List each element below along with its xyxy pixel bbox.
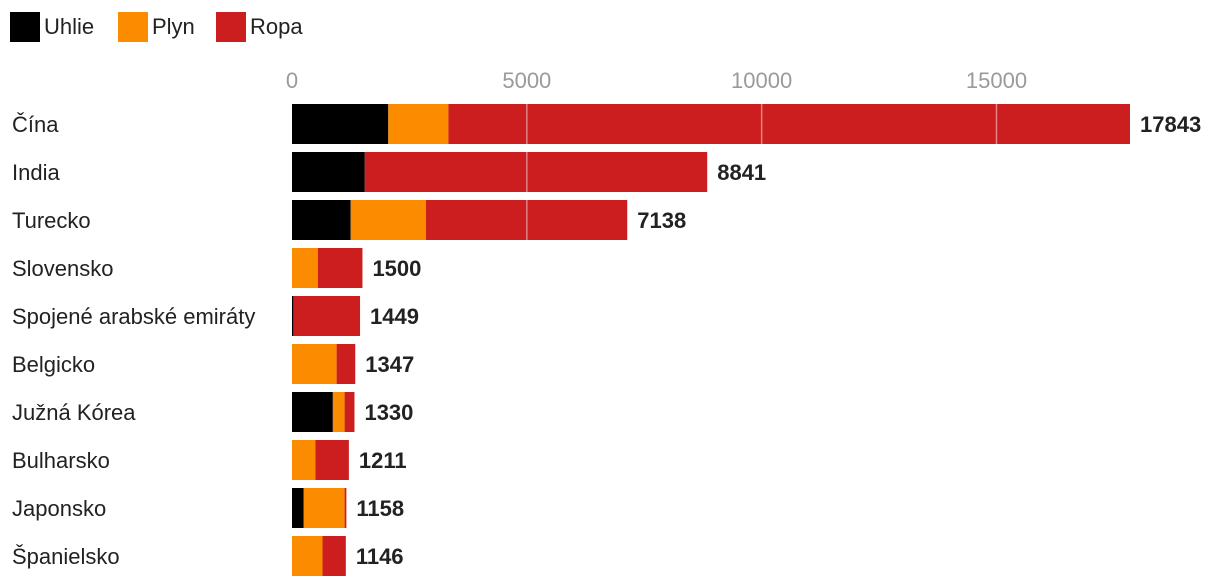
total-label-turecko: 7138 xyxy=(637,208,686,233)
bar-segment-ropa-india xyxy=(364,152,708,192)
x-tick-label: 10000 xyxy=(731,68,792,93)
bar-segment-uhlie-cina xyxy=(292,104,389,144)
category-label-spojene-arabske-emiraty: Spojené arabské emiráty xyxy=(12,304,255,329)
bar-segment-plyn-cina xyxy=(388,104,449,144)
bars xyxy=(292,104,1130,576)
x-axis-ticks: 0 5000 10000 15000 xyxy=(286,68,1027,93)
total-label-juzna-korea: 1330 xyxy=(364,400,413,425)
total-label-slovensko: 1500 xyxy=(372,256,421,281)
x-tick-label: 0 xyxy=(286,68,298,93)
total-label-spanielsko: 1146 xyxy=(356,544,404,569)
bar-segment-plyn-spanielsko xyxy=(292,536,323,576)
legend-swatch-uhlie xyxy=(10,12,40,42)
bar-segment-ropa-cina xyxy=(448,104,1130,144)
bar-segment-plyn-turecko xyxy=(350,200,426,240)
legend-swatch-plyn xyxy=(118,12,148,42)
category-label-turecko: Turecko xyxy=(12,208,91,233)
category-label-juzna-korea: Južná Kórea xyxy=(12,400,136,425)
bar-segment-ropa-bulharsko xyxy=(315,440,349,480)
bar-segment-plyn-bulharsko xyxy=(292,440,316,480)
total-label-india: 8841 xyxy=(717,160,766,185)
total-label-belgicko: 1347 xyxy=(365,352,414,377)
x-tick-label: 5000 xyxy=(502,68,551,93)
bar-segment-uhlie-india xyxy=(292,152,365,192)
category-label-belgicko: Belgicko xyxy=(12,352,95,377)
category-label-india: India xyxy=(12,160,60,185)
category-label-slovensko: Slovensko xyxy=(12,256,114,281)
legend-label-ropa: Ropa xyxy=(250,14,303,39)
gridlines xyxy=(526,104,998,576)
bar-segment-ropa-slovensko xyxy=(317,248,363,288)
legend: Uhlie Plyn Ropa xyxy=(10,12,303,42)
total-label-spojene-arabske-emiraty: 1449 xyxy=(370,304,419,329)
bar-segment-ropa-spanielsko xyxy=(322,536,346,576)
total-label-japonsko: 1158 xyxy=(356,496,404,521)
category-label-japonsko: Japonsko xyxy=(12,496,106,521)
category-label-bulharsko: Bulharsko xyxy=(12,448,110,473)
x-tick-label: 15000 xyxy=(966,68,1027,93)
bar-segment-ropa-turecko xyxy=(425,200,628,240)
bar-segment-plyn-juzna-korea xyxy=(332,392,345,432)
legend-label-uhlie: Uhlie xyxy=(44,14,94,39)
bar-segment-uhlie-turecko xyxy=(292,200,351,240)
category-label-spanielsko: Španielsko xyxy=(12,544,120,569)
bar-segment-uhlie-spojene-arabske-emiraty xyxy=(292,296,294,336)
bar-segment-plyn-belgicko xyxy=(292,344,337,384)
bar-segment-plyn-slovensko xyxy=(292,248,318,288)
total-labels: 17843 8841 7138 1500 1449 1347 1330 1211 1158 114… xyxy=(356,112,1201,569)
category-label-cina: Čína xyxy=(12,112,59,137)
category-labels: Čína India Turecko Slovensko Spojené arabské… xyxy=(12,112,255,569)
bar-segment-uhlie-japonsko xyxy=(292,488,304,528)
bar-segment-ropa-spojene-arabske-emiraty xyxy=(293,296,361,336)
total-label-cina: 17843 xyxy=(1140,112,1201,137)
bar-segment-plyn-japonsko xyxy=(303,488,345,528)
legend-swatch-ropa xyxy=(216,12,246,42)
total-label-bulharsko: 1211 xyxy=(359,448,407,473)
bar-segment-ropa-juzna-korea xyxy=(344,392,355,432)
legend-label-plyn: Plyn xyxy=(152,14,195,39)
bar-segment-uhlie-juzna-korea xyxy=(292,392,333,432)
bar-segment-ropa-japonsko xyxy=(344,488,347,528)
bar-segment-ropa-belgicko xyxy=(336,344,356,384)
